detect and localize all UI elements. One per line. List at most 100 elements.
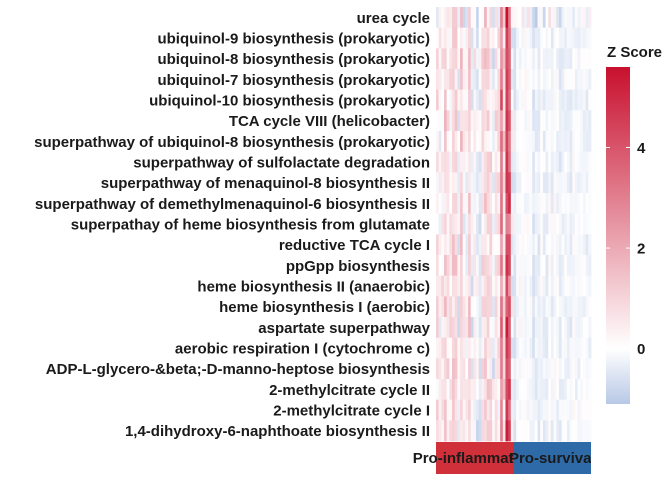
heatmap-cell [457,399,461,421]
heatmap-cell [537,27,541,49]
heatmap-cell [542,358,546,380]
heatmap-cell [460,48,464,70]
heatmap-cell [452,337,456,359]
heatmap-cell [478,193,482,215]
heatmap-cell [460,193,464,215]
heatmap-cell [542,420,546,442]
heatmap-cell [518,69,522,91]
heatmap-cell [465,27,469,49]
heatmap-cell [500,296,504,318]
heatmap-cell [502,213,506,235]
heatmap-cell [508,358,512,380]
heatmap-cell [558,275,562,297]
heatmap-cell [545,69,549,91]
heatmap-cell [492,48,496,70]
heatmap-cell [452,193,456,215]
heatmap-cell [505,27,509,49]
heatmap-cell [548,151,552,173]
heatmap-cell [441,110,445,132]
heatmap-cell [537,48,541,70]
heatmap-cell [516,337,520,359]
heatmap-cell [465,255,469,277]
heatmap-cell [444,131,448,153]
heatmap-cell [580,296,584,318]
heatmap-cell [478,48,482,70]
heatmap-cell [569,275,573,297]
heatmap-cell [532,420,536,442]
heatmap-cell [561,151,565,173]
heatmap-cell [564,48,568,70]
heatmap-cell [436,7,440,29]
heatmap-cell [492,131,496,153]
heatmap-cell [502,420,506,442]
heatmap-cell [572,399,576,421]
heatmap-cell [585,7,589,29]
heatmap-cell [588,399,592,421]
heatmap-cell [508,172,512,194]
heatmap-cell [553,131,557,153]
heatmap-cell [532,213,536,235]
heatmap-cell [513,27,517,49]
heatmap-cell [465,7,469,29]
heatmap-cell [444,275,448,297]
heatmap-cell [457,69,461,91]
heatmap-cell [572,193,576,215]
heatmap-cell [497,27,501,49]
heatmap-cell [521,275,525,297]
heatmap-cell [564,234,568,256]
heatmap-cell [550,48,554,70]
heatmap-cell [486,69,490,91]
heatmap-cell [588,317,592,339]
heatmap-cell [582,172,587,194]
heatmap-cell [489,420,493,442]
heatmap-cell [473,89,477,111]
heatmap-cell [492,379,496,401]
heatmap-cell [572,317,576,339]
heatmap-cell [449,379,453,401]
heatmap-cell [449,110,453,132]
heatmap-cell [521,234,525,256]
heatmap-cell [534,48,538,70]
heatmap-cell [572,379,576,401]
heatmap-cell [462,399,466,421]
heatmap-cell [564,317,568,339]
heatmap-cell [574,213,579,235]
heatmap-cell [465,172,469,194]
heatmap-cell [585,151,589,173]
heatmap-cell [481,69,485,91]
heatmap-cell [588,172,592,194]
heatmap-cell [521,89,525,111]
heatmap-cell [566,255,571,277]
heatmap-cell [486,337,490,359]
heatmap-cell [521,193,525,215]
heatmap-cell [572,110,576,132]
heatmap-cell [574,317,579,339]
heatmap-cell [548,89,552,111]
heatmap-cell [521,255,525,277]
heatmap-cell [438,275,442,297]
heatmap-cell [494,27,498,49]
heatmap-cell [529,234,533,256]
heatmap-cell [561,234,565,256]
heatmap-cell [476,193,480,215]
heatmap-cell [444,193,448,215]
row-label: ubiquinol-8 biosynthesis (prokaryotic) [157,51,430,68]
heatmap-cell [460,255,464,277]
heatmap-cell [574,337,579,359]
heatmap-cell [510,234,514,256]
heatmap-cell [569,379,573,401]
heatmap-cell [532,7,536,29]
heatmap-cell [460,89,464,111]
heatmap-cell [505,317,509,339]
heatmap-cell [553,379,557,401]
heatmap-cell [449,296,453,318]
heatmap-cell [537,89,541,111]
heatmap-cell [556,296,560,318]
heatmap-cell [550,7,554,29]
heatmap-cell [540,296,544,318]
heatmap-cell [460,317,464,339]
heatmap-cell [585,275,589,297]
heatmap-cell [556,193,560,215]
heatmap-cell [436,379,440,401]
heatmap-cell [526,399,530,421]
